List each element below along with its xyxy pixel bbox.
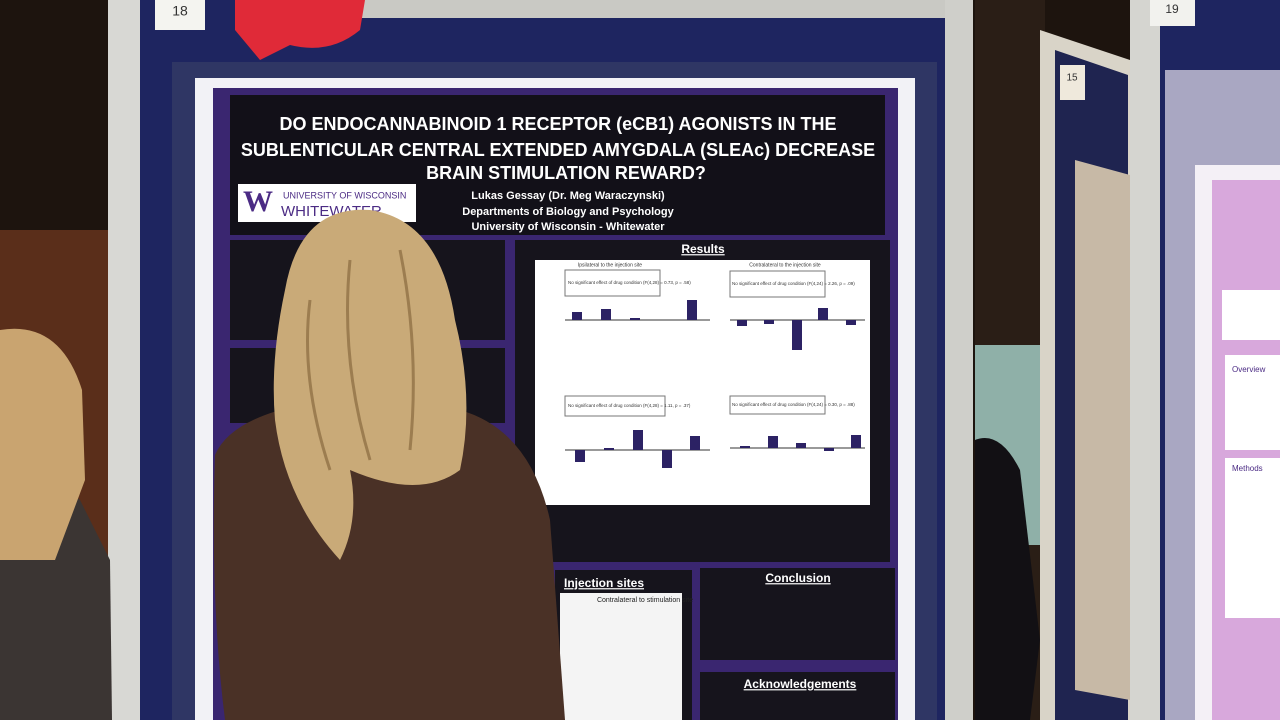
stat-box — [564, 395, 666, 417]
section-heading: Injection sites — [564, 576, 644, 590]
logo-letter: W — [243, 185, 273, 218]
board-pole — [1130, 0, 1160, 720]
poster-title: DO ENDOCANNABINOID 1 RECEPTOR (eCB1) AGO… — [279, 114, 836, 134]
conclusion-box — [700, 568, 895, 660]
panel-stat: No significant effect of drug condition … — [732, 281, 855, 286]
hair — [273, 209, 467, 560]
injection-label: Contralateral to stimulation site — [597, 597, 693, 604]
number-tag — [1060, 65, 1085, 100]
right-box — [1225, 458, 1280, 618]
panel-stat: No significant effect of drug condition … — [732, 402, 855, 407]
right-box — [1225, 355, 1280, 450]
board-number: 18 — [172, 3, 188, 19]
board-frame — [350, 0, 955, 18]
right-heading: Methods — [1232, 464, 1263, 473]
number-tag — [155, 0, 205, 30]
poster-title: SUBLENTICULAR CENTRAL EXTENDED AMYGDALA … — [241, 140, 875, 160]
acknowledgements-box — [700, 672, 895, 720]
person — [975, 438, 1040, 720]
section-heading: Conclusion — [765, 571, 830, 585]
figure-bars — [565, 300, 865, 468]
side-poster — [1075, 160, 1130, 700]
right-logo — [1222, 290, 1280, 340]
panel-stat: No significant effect of drug condition … — [568, 403, 691, 408]
figure-caption: Contralateral to the injection site — [749, 262, 821, 268]
board-number: 19 — [1165, 2, 1179, 16]
results-figure — [535, 260, 870, 505]
hair-strands — [306, 249, 415, 471]
section-heading: Acknowledgements — [744, 677, 857, 691]
section-heading: Results — [681, 242, 725, 256]
logo-text: UNIVERSITY OF WISCONSIN — [283, 190, 406, 200]
hair — [0, 328, 85, 560]
authors: Lukas Gessay (Dr. Meg Waraczynski) — [471, 190, 665, 202]
department: Departments of Biology and Psychology — [462, 206, 674, 218]
board-pole — [945, 0, 973, 720]
figure-caption: Ipsilateral to the injection site — [578, 262, 642, 268]
red-paper — [235, 0, 365, 60]
stat-box — [729, 395, 826, 415]
right-heading: Overview — [1232, 365, 1266, 374]
panel-stat: No significant effect of drug condition … — [568, 280, 691, 285]
institution: University of Wisconsin - Whitewater — [471, 221, 665, 233]
board-number: 15 — [1066, 73, 1078, 84]
stat-box — [729, 270, 826, 298]
poster-title: BRAIN STIMULATION REWARD? — [426, 163, 706, 183]
stat-box — [564, 269, 661, 297]
injection-figure — [560, 593, 682, 720]
number-tag — [1150, 0, 1195, 26]
